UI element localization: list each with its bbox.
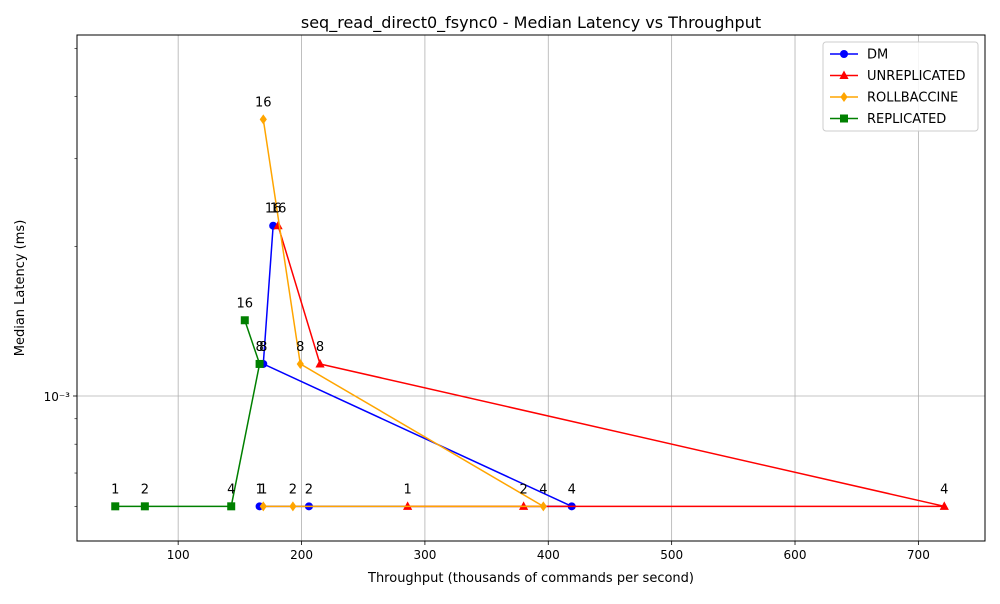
data-point-marker bbox=[111, 502, 120, 511]
data-point-label: 2 bbox=[519, 482, 527, 497]
data-point-label: 4 bbox=[940, 482, 948, 497]
legend-label: ROLLBACCINE bbox=[867, 91, 958, 106]
x-tick-label: 100 bbox=[167, 548, 190, 562]
legend-label: DM bbox=[867, 48, 888, 63]
x-tick-label: 500 bbox=[660, 548, 683, 562]
legend: DM UNREPLICATED ROLLBACCINE REPLICATED bbox=[822, 41, 979, 132]
data-point-marker bbox=[227, 502, 236, 511]
legend-label: REPLICATED bbox=[867, 112, 946, 127]
data-point-marker bbox=[315, 358, 325, 368]
chart-title: seq_read_direct0_fsync0 - Median Latency… bbox=[301, 13, 761, 33]
legend-box bbox=[822, 41, 979, 132]
x-tick-label: 300 bbox=[413, 548, 436, 562]
data-point-label: 2 bbox=[141, 482, 149, 497]
x-axis-label: Throughput (thousands of commands per se… bbox=[367, 571, 694, 586]
data-point-marker bbox=[259, 501, 267, 512]
data-point-label: 2 bbox=[289, 482, 297, 497]
data-point-label: 4 bbox=[539, 482, 547, 497]
data-point-marker bbox=[273, 220, 283, 230]
grid-layer bbox=[77, 35, 985, 541]
data-point-label: 2 bbox=[305, 482, 313, 497]
data-point-marker bbox=[839, 70, 849, 79]
data-point-marker bbox=[296, 358, 304, 369]
tick-layer: 100 200 300 400 500 600 700 10⁻³ bbox=[44, 48, 930, 562]
data-point-label: 16 bbox=[270, 202, 287, 217]
legend-item: DM bbox=[830, 48, 888, 63]
data-point-marker bbox=[255, 359, 264, 368]
data-point-marker bbox=[539, 501, 547, 512]
legend-item: REPLICATED bbox=[830, 112, 946, 127]
x-tick-label: 400 bbox=[537, 548, 560, 562]
data-point-label: 8 bbox=[296, 340, 304, 355]
data-point-label: 8 bbox=[259, 340, 267, 355]
series-rollbaccine bbox=[259, 114, 547, 512]
data-point-label: 8 bbox=[255, 340, 263, 355]
data-point-marker bbox=[939, 501, 949, 510]
data-point-marker bbox=[259, 114, 267, 125]
data-point-marker bbox=[840, 92, 848, 102]
data-point-label: 16 bbox=[265, 202, 282, 217]
series-layer bbox=[111, 114, 949, 512]
data-point-label: 1 bbox=[255, 482, 263, 497]
x-tick-label: 200 bbox=[290, 548, 313, 562]
x-tick-label: 600 bbox=[784, 548, 807, 562]
y-axis-label: Median Latency (ms) bbox=[13, 220, 28, 357]
legend-item: ROLLBACCINE bbox=[830, 91, 958, 106]
data-point-marker bbox=[840, 114, 848, 123]
data-point-label: 4 bbox=[227, 482, 235, 497]
legend-label: UNREPLICATED bbox=[867, 69, 966, 84]
data-point-label: 16 bbox=[255, 95, 272, 110]
plot-area-frame bbox=[76, 34, 986, 542]
series-replicated bbox=[111, 316, 264, 511]
data-point-label: 16 bbox=[237, 296, 254, 311]
y-tick-label: 10⁻³ bbox=[44, 390, 71, 404]
data-point-marker bbox=[140, 502, 149, 511]
data-point-marker bbox=[289, 501, 297, 512]
data-point-marker bbox=[840, 50, 848, 58]
data-point-label: 1 bbox=[111, 482, 119, 497]
data-point-label: 1 bbox=[259, 482, 267, 497]
legend-item: UNREPLICATED bbox=[830, 69, 966, 84]
data-point-label: 4 bbox=[568, 482, 576, 497]
data-point-label: 8 bbox=[316, 340, 324, 355]
x-tick-label: 700 bbox=[907, 548, 930, 562]
data-point-marker bbox=[240, 316, 249, 325]
data-point-label: 1 bbox=[403, 482, 411, 497]
